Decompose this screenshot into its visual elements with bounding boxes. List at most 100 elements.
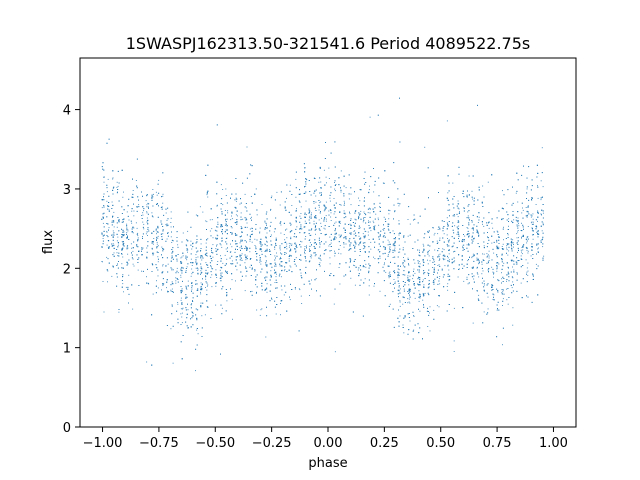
data-point [483, 286, 485, 288]
data-point [231, 215, 232, 217]
data-point [467, 211, 469, 213]
data-point [325, 215, 327, 217]
data-point [466, 247, 468, 249]
data-point [458, 208, 460, 210]
data-point [103, 181, 105, 183]
data-point [231, 233, 233, 235]
data-point [251, 216, 252, 218]
data-point [280, 300, 282, 302]
data-point [121, 234, 123, 235]
data-point [512, 277, 514, 279]
data-point [180, 276, 182, 278]
data-point [345, 187, 347, 189]
data-point [246, 219, 248, 221]
data-point [510, 242, 512, 244]
data-point [259, 232, 261, 234]
data-point [309, 210, 311, 212]
data-point [525, 207, 527, 208]
data-point [227, 247, 228, 249]
data-point [264, 220, 266, 222]
data-point [162, 278, 164, 280]
data-point [103, 199, 105, 201]
data-point [118, 230, 120, 232]
data-point [195, 283, 197, 285]
data-point [291, 243, 293, 245]
data-point [142, 212, 144, 214]
data-point [438, 260, 440, 261]
data-point [374, 184, 376, 186]
data-point [527, 205, 529, 207]
data-point [107, 208, 109, 210]
data-point [334, 237, 335, 239]
data-point [231, 260, 233, 262]
data-point [216, 274, 217, 276]
data-point [136, 187, 138, 189]
data-point [206, 192, 208, 194]
data-point [162, 233, 164, 235]
data-point [527, 252, 529, 254]
data-point [249, 247, 251, 249]
data-point [540, 180, 542, 182]
data-point [260, 248, 262, 250]
data-point [394, 247, 396, 249]
data-point [271, 298, 273, 300]
data-point [180, 324, 182, 325]
data-point [496, 262, 498, 264]
data-point [368, 239, 370, 240]
data-point [493, 296, 494, 298]
data-point [202, 211, 204, 213]
data-point [483, 217, 485, 219]
data-point [167, 218, 169, 220]
data-point [300, 224, 302, 226]
data-point [191, 288, 193, 290]
data-point [522, 245, 524, 247]
data-point [326, 182, 327, 184]
data-point [449, 279, 451, 281]
data-point [429, 260, 431, 262]
data-point [532, 221, 534, 223]
data-point [340, 234, 342, 236]
data-point [448, 245, 450, 247]
data-point [304, 220, 306, 222]
data-point [180, 269, 182, 271]
data-point [176, 237, 178, 238]
data-point [195, 254, 197, 256]
data-point [246, 247, 248, 249]
data-point [536, 244, 538, 246]
data-point [309, 242, 311, 244]
data-point [339, 204, 341, 205]
data-point [197, 250, 199, 252]
data-point [211, 286, 213, 288]
data-point [502, 208, 504, 210]
data-point [301, 228, 303, 230]
data-point [349, 211, 350, 213]
data-point [165, 224, 167, 226]
data-point [403, 193, 405, 195]
data-point [345, 236, 347, 238]
data-point [511, 259, 513, 261]
data-point [359, 189, 361, 191]
data-point [190, 240, 192, 242]
data-point [328, 167, 330, 169]
data-point [478, 263, 479, 265]
data-point [467, 260, 469, 262]
data-point [239, 259, 241, 261]
data-point [389, 282, 391, 284]
data-point [112, 230, 114, 232]
data-point [472, 322, 474, 324]
data-point [103, 196, 104, 198]
data-point [156, 280, 157, 282]
data-point [477, 104, 478, 106]
data-point [503, 262, 505, 264]
data-point [235, 207, 237, 209]
data-point [343, 193, 345, 195]
data-point [116, 181, 118, 183]
data-point [422, 293, 424, 294]
data-point [446, 217, 448, 219]
data-point [316, 269, 317, 271]
data-point [418, 276, 419, 278]
data-point [177, 279, 179, 280]
data-point [231, 227, 233, 229]
data-point [222, 262, 224, 264]
data-point [170, 289, 172, 291]
